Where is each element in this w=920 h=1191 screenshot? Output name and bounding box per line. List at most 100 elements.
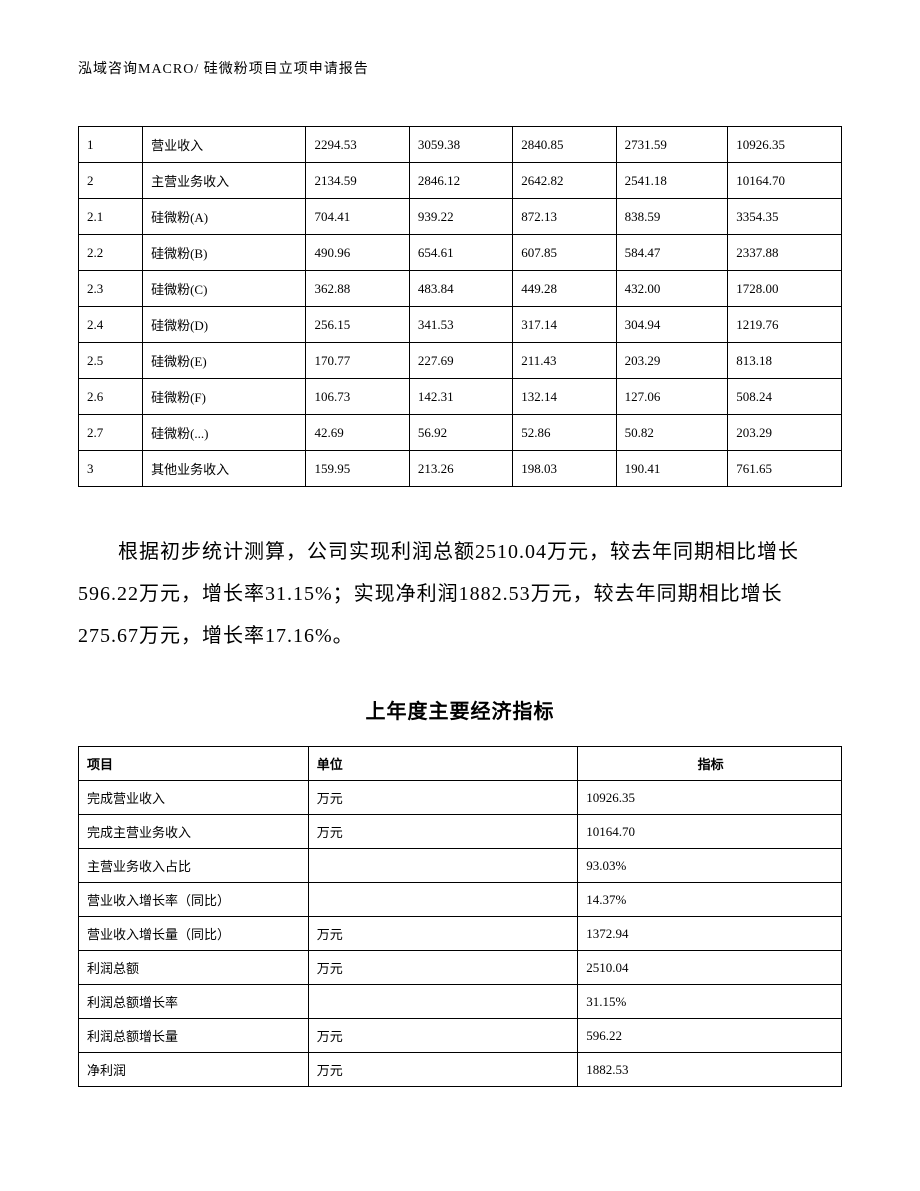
cell bbox=[308, 849, 578, 883]
cell: 1728.00 bbox=[728, 271, 842, 307]
revenue-table: 1 营业收入 2294.53 3059.38 2840.85 2731.59 1… bbox=[78, 126, 842, 487]
cell: 硅微粉(D) bbox=[143, 307, 306, 343]
table-header-row: 项目 单位 指标 bbox=[79, 747, 842, 781]
col-header-item: 项目 bbox=[79, 747, 309, 781]
cell: 607.85 bbox=[513, 235, 616, 271]
cell: 362.88 bbox=[306, 271, 409, 307]
cell: 2.7 bbox=[79, 415, 143, 451]
cell: 万元 bbox=[308, 951, 578, 985]
table-row: 主营业务收入占比 93.03% bbox=[79, 849, 842, 883]
cell: 483.84 bbox=[409, 271, 512, 307]
cell: 硅微粉(F) bbox=[143, 379, 306, 415]
cell: 132.14 bbox=[513, 379, 616, 415]
table-row: 完成主营业务收入 万元 10164.70 bbox=[79, 815, 842, 849]
cell: 万元 bbox=[308, 917, 578, 951]
cell: 203.29 bbox=[728, 415, 842, 451]
cell: 3354.35 bbox=[728, 199, 842, 235]
cell: 10164.70 bbox=[578, 815, 842, 849]
body-paragraph: 根据初步统计测算，公司实现利润总额2510.04万元，较去年同期相比增长596.… bbox=[78, 531, 842, 657]
cell: 52.86 bbox=[513, 415, 616, 451]
cell bbox=[308, 985, 578, 1019]
cell: 813.18 bbox=[728, 343, 842, 379]
table-row: 利润总额增长量 万元 596.22 bbox=[79, 1019, 842, 1053]
cell: 2 bbox=[79, 163, 143, 199]
cell: 1219.76 bbox=[728, 307, 842, 343]
cell: 2134.59 bbox=[306, 163, 409, 199]
cell: 304.94 bbox=[616, 307, 728, 343]
cell: 31.15% bbox=[578, 985, 842, 1019]
table-row: 利润总额 万元 2510.04 bbox=[79, 951, 842, 985]
table-row: 3 其他业务收入 159.95 213.26 198.03 190.41 761… bbox=[79, 451, 842, 487]
cell: 10164.70 bbox=[728, 163, 842, 199]
cell: 主营业务收入占比 bbox=[79, 849, 309, 883]
cell: 利润总额增长率 bbox=[79, 985, 309, 1019]
table-row: 2.7 硅微粉(...) 42.69 56.92 52.86 50.82 203… bbox=[79, 415, 842, 451]
cell: 341.53 bbox=[409, 307, 512, 343]
table-row: 营业收入增长率（同比） 14.37% bbox=[79, 883, 842, 917]
section-title: 上年度主要经济指标 bbox=[78, 695, 842, 724]
cell: 256.15 bbox=[306, 307, 409, 343]
cell: 主营业务收入 bbox=[143, 163, 306, 199]
table-row: 2.5 硅微粉(E) 170.77 227.69 211.43 203.29 8… bbox=[79, 343, 842, 379]
cell: 93.03% bbox=[578, 849, 842, 883]
cell: 170.77 bbox=[306, 343, 409, 379]
cell: 3059.38 bbox=[409, 127, 512, 163]
revenue-table-body: 1 营业收入 2294.53 3059.38 2840.85 2731.59 1… bbox=[79, 127, 842, 487]
cell: 1 bbox=[79, 127, 143, 163]
table-row: 2.6 硅微粉(F) 106.73 142.31 132.14 127.06 5… bbox=[79, 379, 842, 415]
cell: 2.2 bbox=[79, 235, 143, 271]
cell: 203.29 bbox=[616, 343, 728, 379]
cell: 营业收入增长量（同比） bbox=[79, 917, 309, 951]
cell: 利润总额 bbox=[79, 951, 309, 985]
table-row: 净利润 万元 1882.53 bbox=[79, 1053, 842, 1087]
cell: 2846.12 bbox=[409, 163, 512, 199]
table-row: 1 营业收入 2294.53 3059.38 2840.85 2731.59 1… bbox=[79, 127, 842, 163]
cell: 硅微粉(A) bbox=[143, 199, 306, 235]
cell: 2.1 bbox=[79, 199, 143, 235]
cell: 完成营业收入 bbox=[79, 781, 309, 815]
cell: 完成主营业务收入 bbox=[79, 815, 309, 849]
cell: 2840.85 bbox=[513, 127, 616, 163]
cell: 106.73 bbox=[306, 379, 409, 415]
cell: 127.06 bbox=[616, 379, 728, 415]
cell: 1882.53 bbox=[578, 1053, 842, 1087]
indicators-table: 项目 单位 指标 完成营业收入 万元 10926.35 完成主营业务收入 万元 … bbox=[78, 746, 842, 1087]
cell: 营业收入 bbox=[143, 127, 306, 163]
table-row: 2.1 硅微粉(A) 704.41 939.22 872.13 838.59 3… bbox=[79, 199, 842, 235]
table-row: 营业收入增长量（同比） 万元 1372.94 bbox=[79, 917, 842, 951]
cell: 449.28 bbox=[513, 271, 616, 307]
cell: 939.22 bbox=[409, 199, 512, 235]
cell bbox=[308, 883, 578, 917]
cell: 14.37% bbox=[578, 883, 842, 917]
cell: 营业收入增长率（同比） bbox=[79, 883, 309, 917]
cell: 2.5 bbox=[79, 343, 143, 379]
cell: 872.13 bbox=[513, 199, 616, 235]
cell: 2337.88 bbox=[728, 235, 842, 271]
table-row: 完成营业收入 万元 10926.35 bbox=[79, 781, 842, 815]
cell: 利润总额增长量 bbox=[79, 1019, 309, 1053]
cell: 2731.59 bbox=[616, 127, 728, 163]
cell: 万元 bbox=[308, 1053, 578, 1087]
cell: 硅微粉(C) bbox=[143, 271, 306, 307]
cell: 213.26 bbox=[409, 451, 512, 487]
cell: 万元 bbox=[308, 1019, 578, 1053]
cell: 596.22 bbox=[578, 1019, 842, 1053]
table-row: 利润总额增长率 31.15% bbox=[79, 985, 842, 1019]
cell: 1372.94 bbox=[578, 917, 842, 951]
table-row: 2.2 硅微粉(B) 490.96 654.61 607.85 584.47 2… bbox=[79, 235, 842, 271]
cell: 净利润 bbox=[79, 1053, 309, 1087]
cell: 万元 bbox=[308, 815, 578, 849]
cell: 42.69 bbox=[306, 415, 409, 451]
cell: 2642.82 bbox=[513, 163, 616, 199]
cell: 198.03 bbox=[513, 451, 616, 487]
cell: 10926.35 bbox=[728, 127, 842, 163]
page-header: 泓域咨询MACRO/ 硅微粉项目立项申请报告 bbox=[78, 58, 842, 78]
cell: 硅微粉(B) bbox=[143, 235, 306, 271]
cell: 159.95 bbox=[306, 451, 409, 487]
cell: 190.41 bbox=[616, 451, 728, 487]
cell: 317.14 bbox=[513, 307, 616, 343]
cell: 2294.53 bbox=[306, 127, 409, 163]
cell: 761.65 bbox=[728, 451, 842, 487]
cell: 硅微粉(E) bbox=[143, 343, 306, 379]
cell: 584.47 bbox=[616, 235, 728, 271]
